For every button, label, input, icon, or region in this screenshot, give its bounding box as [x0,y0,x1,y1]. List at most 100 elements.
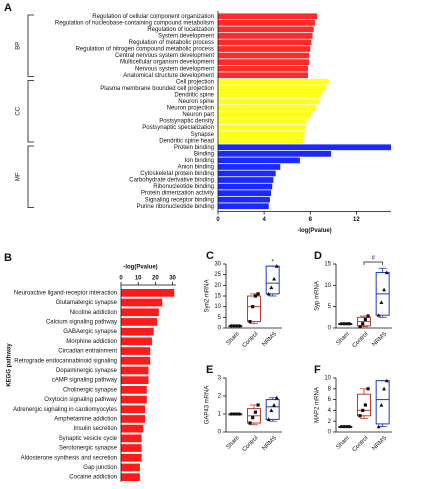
point [379,300,384,304]
bar [121,289,175,297]
bar-label: Neuron spine [178,99,214,105]
bar [218,137,304,144]
group-bracket [27,14,34,77]
bar [218,131,305,138]
bracket [363,261,384,265]
x-tick-label: Sham [336,435,351,450]
box [375,380,390,425]
bar [121,337,152,346]
point [266,417,271,421]
bar-label: Oxytocin signaling pathway [44,397,117,403]
bar [121,327,154,336]
y-tick-label: 4 [328,408,332,414]
y-tick-label: 5 [218,315,222,321]
point [382,386,387,391]
bar-label: Protein dimerization activity [141,191,214,197]
point [237,324,242,328]
panel-letter: A [4,2,12,14]
panel-letter: B [4,252,12,264]
x-tick-label: 12 [353,217,360,223]
point [274,264,279,268]
bar-label: Retrograde endocannabinoid signaling [14,358,117,364]
bar-label: Postsynaptic density [159,119,214,125]
point [384,378,389,383]
panel-letter: C [206,250,214,262]
bar-label: Postsynaptic specialization [142,125,214,131]
bar-label: Regulation of nitrogen compound metaboli… [76,47,214,53]
bar-label: Nervous system development [135,66,214,72]
point [269,408,274,412]
bar-label: Neuroactive ligand-receptor interaction [14,290,117,296]
y-tick-label: 8 [328,386,332,392]
point [358,414,362,418]
bar [218,65,308,72]
point [384,270,389,275]
x-tick-label: NRMS [261,331,278,348]
point [266,291,271,296]
bar-label: Plasma membrane bounded cell projection [100,86,214,92]
bar-label: Regulation of nucleobase-containing comp… [55,20,214,26]
bar-label: Aldosterone synthesis and secretion [21,455,117,461]
x-tick-label: 0 [216,217,220,223]
box [265,399,280,420]
panel-letter: D [314,250,322,262]
group-label: MF [16,172,22,181]
y-tick-label: 0 [218,326,222,332]
x-tick-label: NRMS [261,435,278,452]
panel-letter: F [314,364,321,376]
x-tick-label: Sham [226,331,241,346]
y-tick-label: 25 [214,272,221,278]
point [342,425,346,429]
bar [218,78,329,85]
bar [121,473,140,481]
x-tick-label: Sham [336,331,351,346]
point [345,322,349,326]
bar [218,72,308,79]
bar-label: Anatomical structure development [123,73,214,79]
box [247,295,261,323]
bar-label: Cocaine addiction [69,475,117,481]
y-tick-label: 0 [218,430,222,436]
bar-label: Neuron part [182,112,214,118]
point [269,285,274,290]
group-bracket [27,145,34,208]
bar [218,46,311,52]
bar [218,144,391,151]
bar-label: Dendritic spine [174,92,214,98]
bar [121,366,149,375]
point [274,395,279,400]
bar-label: Calcium signaling pathway [46,320,117,326]
bar [218,52,310,59]
bar-label: Binding [194,151,214,157]
point [251,305,255,309]
x-tick-label: NRMS [371,435,388,452]
bar-label: Nicotine addiction [70,310,117,316]
bar [218,92,322,98]
y-tick-label: 0 [328,430,332,436]
bar [218,98,320,105]
point [376,424,381,429]
bar [218,203,269,210]
y-tick-label: 15 [324,262,331,268]
y-tick-label: 6 [328,397,332,403]
bar [218,164,281,170]
point [345,425,349,429]
bar [218,124,306,131]
x-tick-label: Control [242,435,260,453]
point [379,403,384,407]
y-tick-label: 10 [324,283,331,289]
bar [218,150,332,157]
bar-label: Cholinergic synapse [63,387,118,393]
y-tick-label: 15 [214,294,221,300]
point [361,408,365,412]
bar [218,177,274,183]
bar-label: GABAergic synapse [63,329,117,335]
x-tick-label: Control [352,435,370,453]
y-axis-label: MAP2 mRNA [315,387,321,423]
point [232,412,236,416]
point [272,403,277,407]
bar-label: System development [158,34,214,40]
bar-label: Ion binding [185,158,214,164]
bar-label: Dopaminergic synapse [56,368,118,374]
x-tick-label: Control [242,331,260,349]
